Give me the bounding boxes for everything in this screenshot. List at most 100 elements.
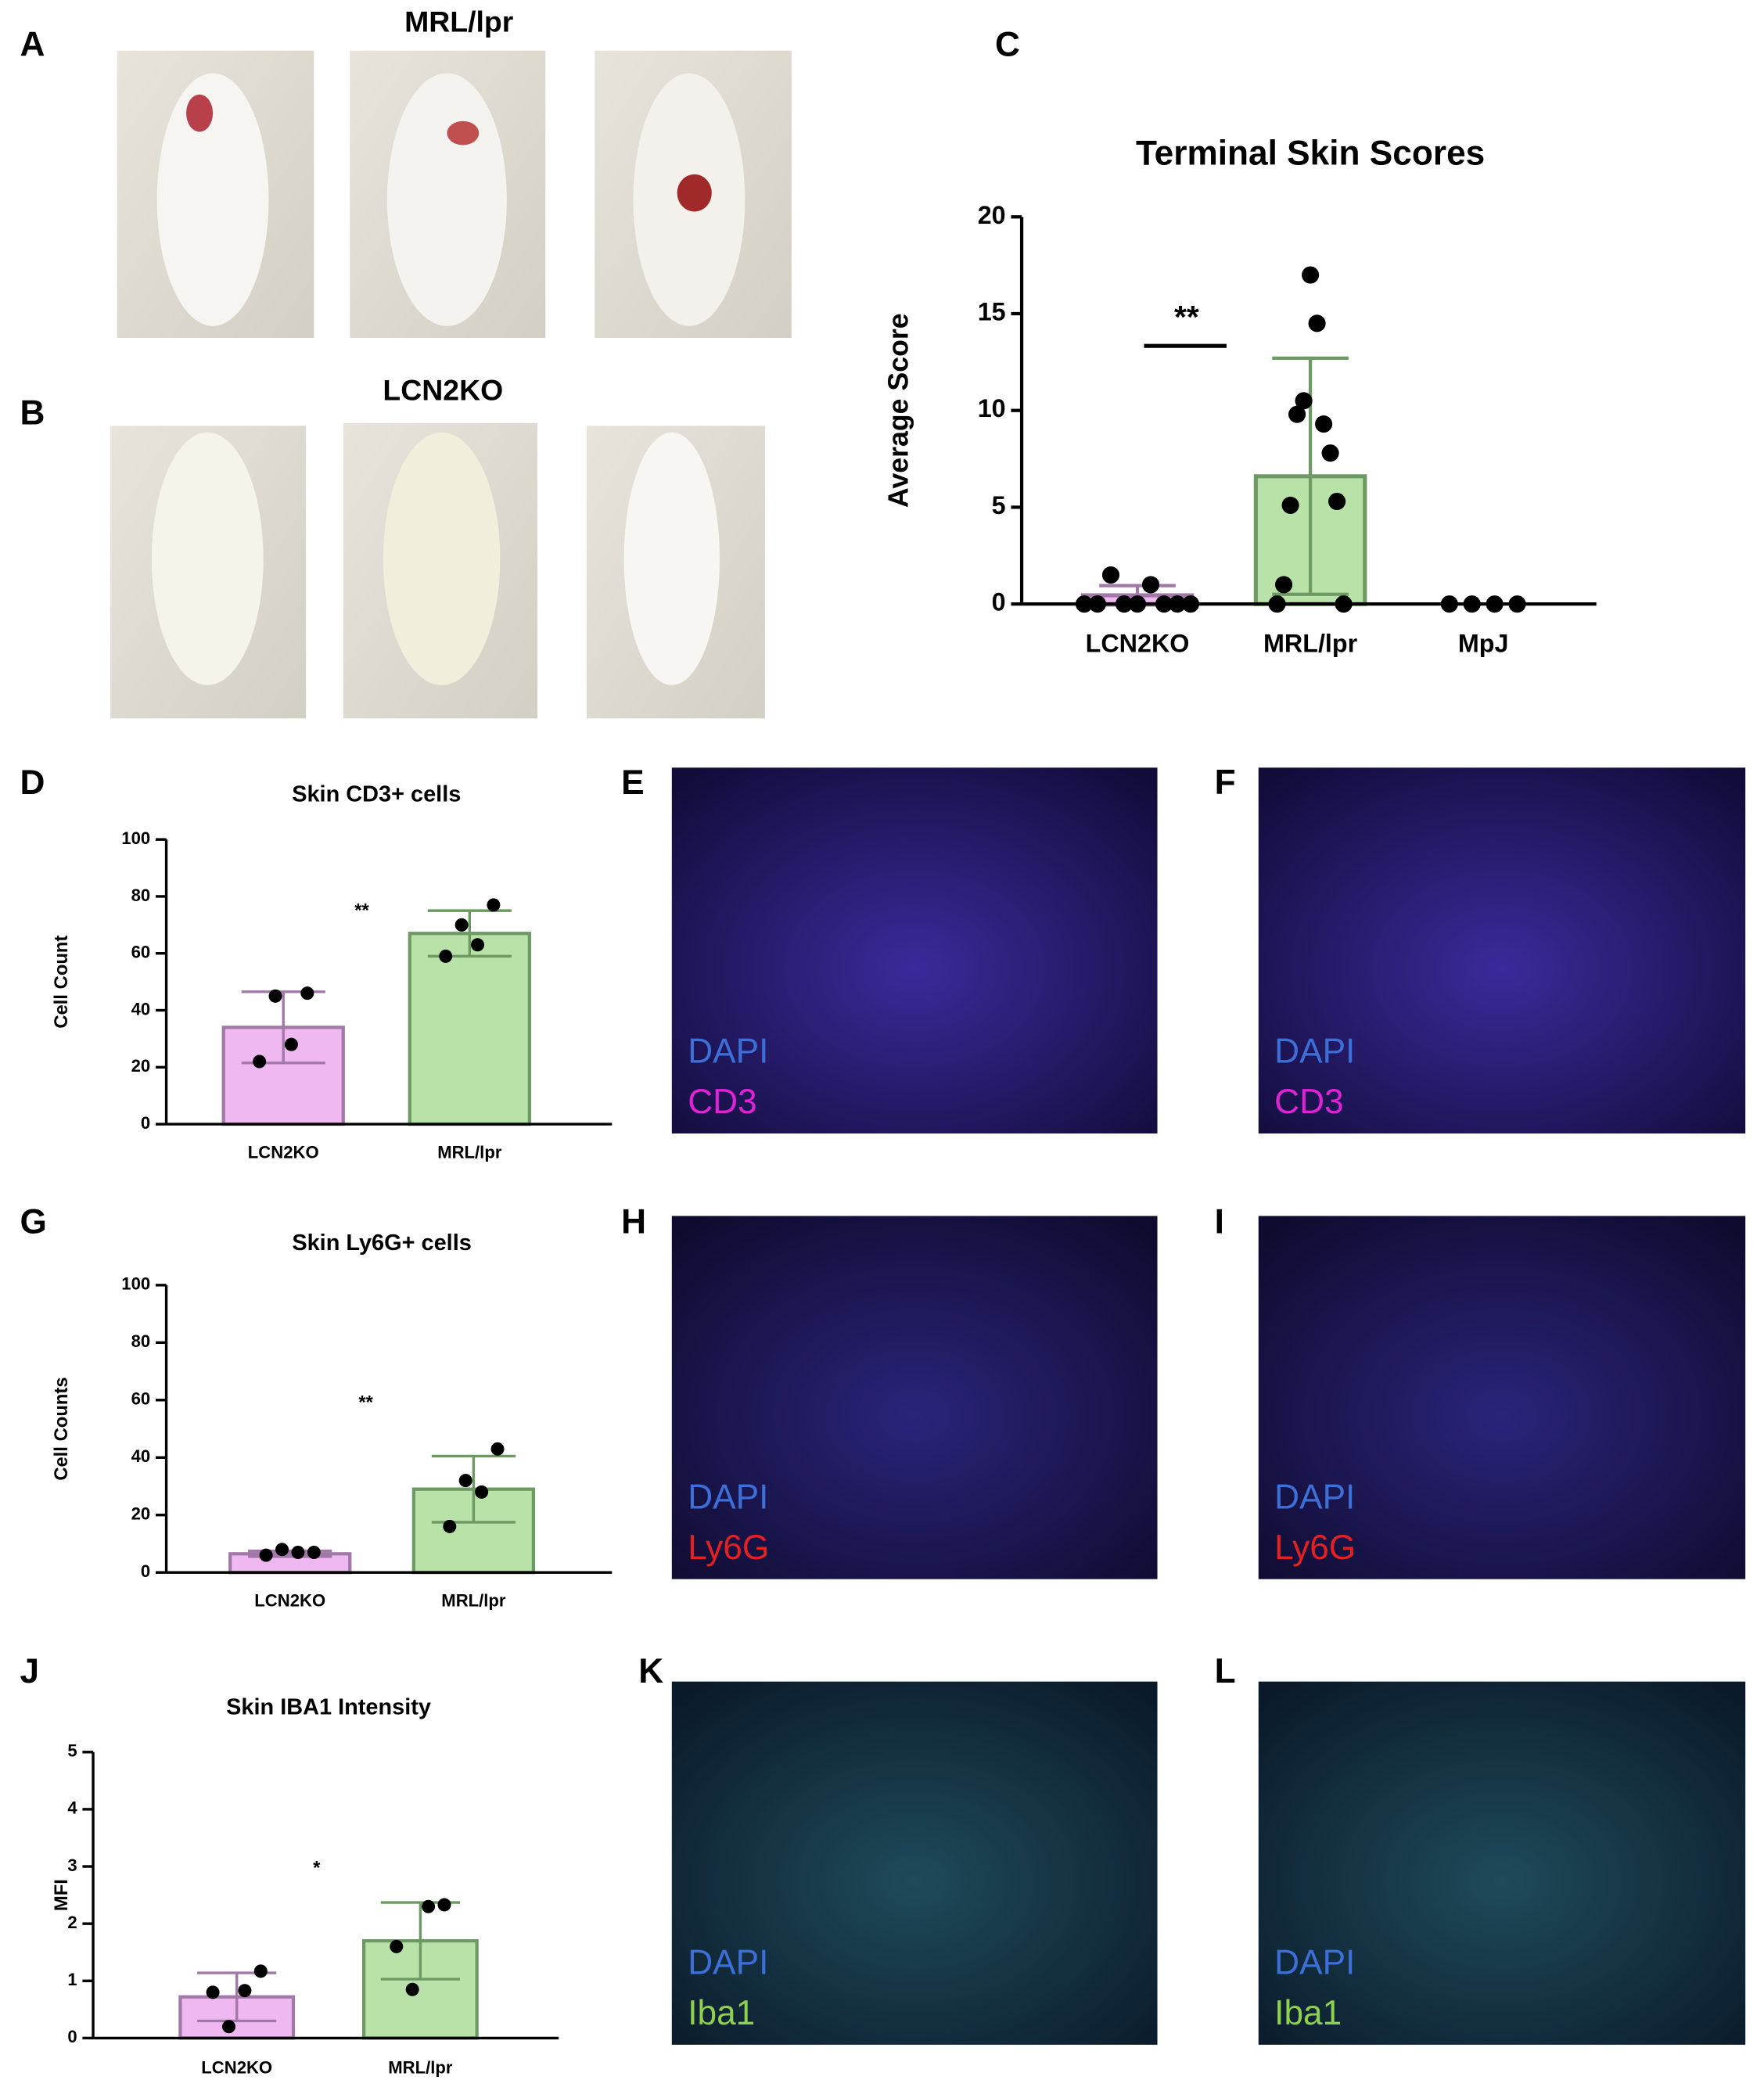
panel-label: E	[621, 763, 644, 802]
chart-title: Skin IBA1 Intensity	[226, 1694, 431, 1719]
x-tick-label: MRL/lpr	[437, 1142, 502, 1162]
data-point	[458, 1474, 472, 1488]
data-point	[1308, 314, 1326, 332]
micrograph	[1258, 1681, 1746, 2045]
micrograph	[671, 1216, 1158, 1579]
data-point	[443, 1519, 457, 1533]
data-point	[475, 1485, 489, 1499]
x-tick-label: MRL/lpr	[441, 1590, 506, 1610]
data-point	[259, 1548, 273, 1562]
stain-label: Ly6G	[1274, 1529, 1356, 1567]
y-tick-label: 80	[131, 886, 151, 905]
data-point	[471, 938, 485, 952]
panel-label: C	[995, 25, 1020, 63]
panel-label: G	[20, 1202, 47, 1241]
y-tick-label: 1	[67, 1970, 77, 1989]
y-tick-label: 20	[131, 1504, 151, 1524]
data-point	[487, 898, 501, 912]
data-point	[1288, 405, 1306, 423]
mouse-photo	[595, 50, 792, 339]
stain-label: CD3	[688, 1083, 756, 1121]
stain-label: CD3	[1274, 1083, 1343, 1121]
chart-title: Terminal Skin Scores	[1136, 135, 1485, 173]
micrograph	[671, 1681, 1158, 2045]
data-point	[490, 1442, 505, 1456]
data-point	[405, 1982, 419, 1996]
panel-label: B	[20, 393, 45, 432]
panel-label: H	[621, 1202, 646, 1241]
data-point	[437, 1898, 451, 1912]
stain-label: DAPI	[1274, 1944, 1355, 1982]
data-point	[1295, 392, 1313, 410]
y-axis-label: Average Score	[883, 313, 914, 508]
x-tick-label: LCN2KO	[248, 1142, 319, 1162]
panel-label: A	[20, 25, 45, 63]
data-point	[1141, 576, 1160, 594]
y-tick-label: 20	[978, 201, 1006, 229]
y-tick-label: 40	[131, 1446, 151, 1466]
x-tick-label: LCN2KO	[1086, 629, 1190, 657]
mouse-photo	[586, 426, 765, 719]
significance: **	[354, 900, 369, 921]
y-tick-label: 0	[992, 588, 1006, 616]
panel-label: J	[20, 1652, 40, 1690]
y-tick-label: 5	[67, 1741, 77, 1761]
stain-label: DAPI	[688, 1478, 768, 1516]
data-point	[275, 1543, 289, 1557]
panel-label: K	[638, 1652, 663, 1690]
mouse-photo	[110, 426, 307, 719]
chart-title: Skin CD3+ cells	[292, 782, 461, 807]
y-tick-label: 15	[978, 298, 1006, 326]
y-tick-label: 60	[131, 1389, 151, 1409]
data-point	[439, 949, 453, 963]
x-tick-label: MpJ	[1458, 629, 1509, 657]
y-tick-label: 100	[121, 828, 150, 848]
y-tick-label: 4	[67, 1798, 77, 1818]
stain-label: DAPI	[688, 1944, 768, 1982]
data-point	[238, 1984, 252, 1998]
stain-label: Iba1	[688, 1994, 755, 2032]
y-tick-label: 5	[992, 491, 1006, 519]
data-point	[1321, 444, 1339, 462]
x-tick-label: LCN2KO	[201, 2057, 272, 2077]
bar-chart: Skin Ly6G+ cells Cell Counts LCN2KO MRL/lpr…	[51, 1230, 613, 1610]
data-point	[268, 989, 282, 1003]
photo-title: MRL/lpr	[404, 5, 513, 38]
data-point	[1281, 496, 1299, 515]
panel-label: F	[1215, 763, 1236, 802]
y-tick-label: 10	[978, 394, 1006, 422]
y-tick-label: 0	[141, 1561, 150, 1581]
significance: **	[1174, 299, 1199, 335]
data-point	[1302, 266, 1320, 284]
bar	[408, 932, 531, 1126]
data-point	[206, 1985, 220, 1999]
data-point	[390, 1939, 404, 1953]
stain-label: Ly6G	[688, 1529, 769, 1567]
y-tick-label: 2	[67, 1913, 77, 1932]
micrograph	[1258, 767, 1746, 1133]
photos	[110, 50, 792, 719]
y-tick-label: 80	[131, 1331, 151, 1351]
micrograph	[671, 767, 1158, 1133]
data-point	[1101, 566, 1120, 584]
y-axis-label: Cell Count	[51, 936, 72, 1029]
x-tick-label: MRL/lpr	[388, 2057, 453, 2077]
data-point	[300, 986, 314, 1001]
stain-label: Iba1	[1274, 1994, 1342, 2032]
panel-label: D	[20, 763, 45, 802]
bar-chart: Terminal Skin Scores Average Score LCN2KO M…	[883, 135, 1597, 657]
mouse-photo	[343, 422, 538, 719]
data-point	[1328, 492, 1346, 511]
significance: **	[358, 1392, 373, 1413]
chart-title: Skin Ly6G+ cells	[292, 1230, 472, 1256]
y-tick-label: 40	[131, 999, 151, 1018]
data-point	[253, 1054, 267, 1069]
y-tick-label: 20	[131, 1056, 151, 1076]
stain-label: DAPI	[688, 1033, 768, 1071]
mouse-photo	[350, 50, 546, 339]
y-tick-label: 60	[131, 943, 151, 962]
y-axis-label: Cell Counts	[51, 1377, 72, 1480]
data-point	[307, 1545, 321, 1559]
